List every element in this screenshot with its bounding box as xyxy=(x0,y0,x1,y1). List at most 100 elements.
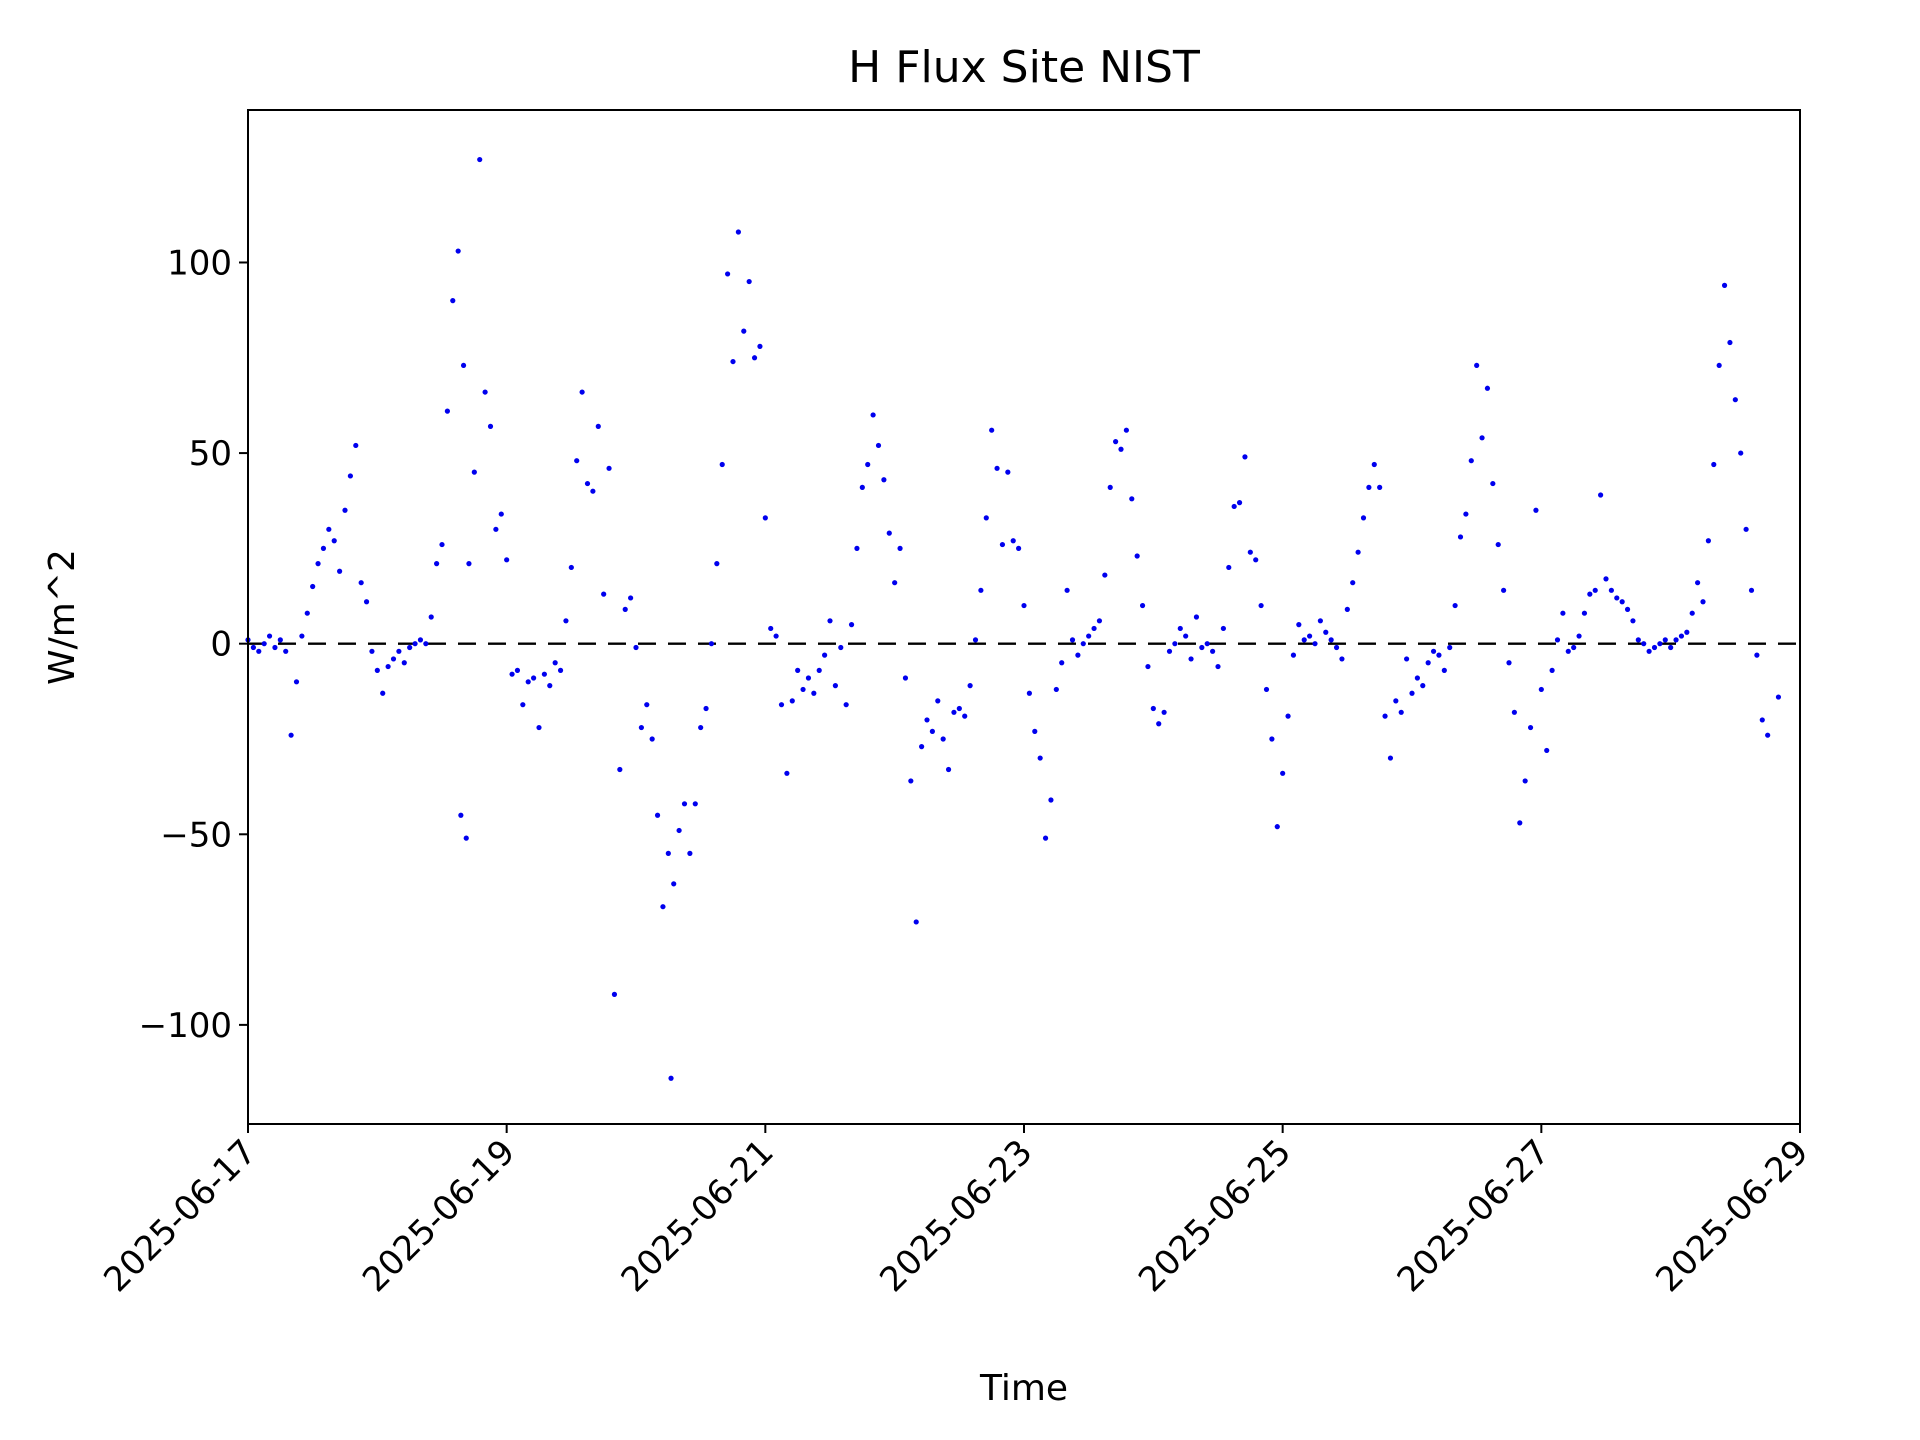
data-point xyxy=(827,618,833,624)
data-point xyxy=(1026,690,1032,696)
data-point xyxy=(1711,461,1717,468)
data-point xyxy=(1441,667,1447,673)
data-point xyxy=(531,675,537,681)
data-point xyxy=(1732,397,1738,403)
data-point xyxy=(633,644,639,651)
data-point xyxy=(945,766,952,773)
data-point xyxy=(1571,644,1577,651)
data-point xyxy=(304,610,310,616)
data-point xyxy=(865,461,871,468)
data-point xyxy=(1091,625,1097,632)
data-point xyxy=(929,728,935,734)
data-point xyxy=(1603,576,1609,582)
data-point xyxy=(1695,580,1701,586)
data-point xyxy=(773,633,779,639)
data-point xyxy=(1005,469,1011,475)
data-point xyxy=(331,538,337,544)
data-point xyxy=(434,561,440,567)
data-point xyxy=(1668,644,1674,651)
data-point xyxy=(423,641,429,647)
data-point xyxy=(1172,641,1178,647)
data-point xyxy=(762,515,768,521)
data-point xyxy=(967,683,973,689)
data-point xyxy=(1700,599,1706,605)
data-point xyxy=(509,671,515,677)
x-axis-label: Time xyxy=(979,1368,1068,1409)
data-point xyxy=(1323,629,1329,635)
data-point xyxy=(1511,709,1517,715)
data-point xyxy=(1743,526,1749,532)
data-point xyxy=(514,667,521,673)
data-point xyxy=(1226,564,1232,571)
data-point xyxy=(1290,652,1297,658)
data-point xyxy=(439,541,445,548)
data-point xyxy=(1457,534,1464,540)
data-point xyxy=(703,705,709,712)
data-point xyxy=(390,656,397,662)
data-point xyxy=(1619,599,1625,605)
data-point xyxy=(940,736,946,742)
data-point xyxy=(622,606,628,612)
data-point xyxy=(1452,602,1458,609)
data-point xyxy=(1145,663,1151,670)
data-point xyxy=(1398,709,1404,715)
data-point xyxy=(897,545,903,551)
data-point xyxy=(1522,778,1528,784)
data-point xyxy=(463,835,469,841)
data-point xyxy=(1236,500,1243,506)
data-point xyxy=(1274,824,1280,830)
data-point xyxy=(1409,690,1415,696)
data-point xyxy=(719,461,725,468)
data-point xyxy=(504,557,510,563)
y-tick-label: 50 xyxy=(189,434,232,474)
data-point xyxy=(1193,614,1200,620)
data-point xyxy=(1339,656,1345,662)
data-point xyxy=(1484,385,1491,391)
data-point xyxy=(1533,507,1539,513)
data-point xyxy=(1247,549,1253,555)
data-point xyxy=(913,919,919,925)
data-point xyxy=(1107,484,1113,490)
data-point xyxy=(1210,648,1216,654)
data-point xyxy=(1527,724,1534,731)
data-point xyxy=(1156,721,1162,727)
data-point xyxy=(795,667,801,673)
data-point xyxy=(477,156,483,163)
x-tick-label: 2025-06-29 xyxy=(1648,1132,1816,1300)
data-point xyxy=(1366,484,1372,490)
data-point xyxy=(272,644,278,651)
data-point xyxy=(1641,641,1647,647)
data-point xyxy=(1064,587,1070,593)
data-point xyxy=(1560,610,1566,616)
chart-title: H Flux Site NIST xyxy=(848,42,1200,93)
data-point xyxy=(859,484,865,490)
data-point xyxy=(1242,454,1248,460)
data-point xyxy=(1414,675,1420,681)
data-point xyxy=(525,679,531,685)
data-point xyxy=(1420,683,1426,689)
data-point xyxy=(649,736,655,742)
data-point xyxy=(611,991,618,997)
data-point xyxy=(1554,637,1561,643)
data-point xyxy=(466,561,472,567)
data-point xyxy=(1387,755,1394,761)
data-point xyxy=(708,641,715,647)
x-tick-label: 2025-06-27 xyxy=(1390,1132,1558,1300)
data-point xyxy=(1608,587,1614,593)
data-point xyxy=(617,766,623,773)
data-point xyxy=(886,530,892,536)
data-point xyxy=(1490,480,1496,487)
data-point xyxy=(1517,820,1523,826)
x-tick-label: 2025-06-23 xyxy=(872,1132,1040,1300)
data-point xyxy=(768,625,774,632)
data-point xyxy=(1436,652,1442,658)
data-point xyxy=(1075,652,1081,658)
data-point xyxy=(374,667,380,673)
data-point xyxy=(1754,652,1760,658)
data-point xyxy=(1630,618,1636,624)
data-point xyxy=(1344,606,1350,612)
data-point xyxy=(1350,580,1356,586)
data-point xyxy=(1188,656,1194,662)
data-point xyxy=(1161,709,1167,715)
data-point xyxy=(363,599,370,605)
